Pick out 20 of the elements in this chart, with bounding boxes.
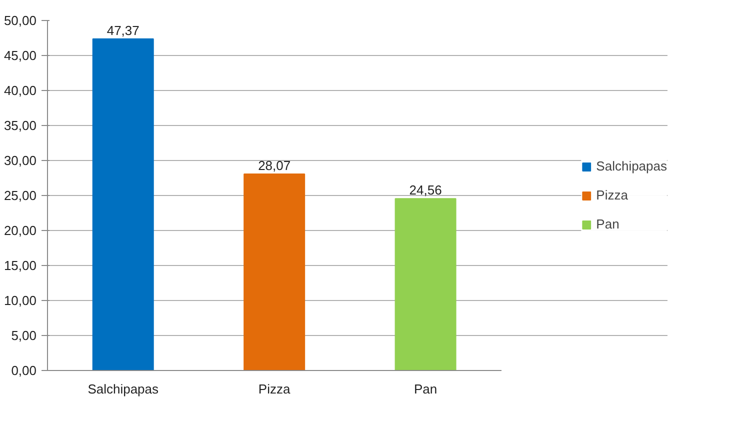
y-tick-label: 30,00 <box>4 153 37 168</box>
y-tick-label: 25,00 <box>4 188 37 203</box>
legend-label: Salchipapas <box>596 158 667 174</box>
y-tick-label: 40,00 <box>4 83 37 98</box>
y-tick-label: 5,00 <box>11 328 37 343</box>
data-label: 24,56 <box>409 182 442 198</box>
legend-label: Pizza <box>596 188 628 202</box>
y-tick-label: 20,00 <box>4 223 37 238</box>
legend-label: Pan <box>596 216 620 232</box>
y-tick-label: 50,00 <box>4 13 37 28</box>
y-tick-label: 0,00 <box>11 363 37 378</box>
x-tick-label: Salchipapas <box>88 382 160 396</box>
data-label: 47,37 <box>106 22 140 38</box>
y-tick-label: 45,00 <box>4 48 37 63</box>
x-tick-label: Pan <box>414 382 438 396</box>
x-tick-label: Pizza <box>258 382 291 396</box>
y-tick-label: 35,00 <box>4 118 37 133</box>
y-tick-label: 15,00 <box>4 258 37 273</box>
data-label: 28,07 <box>258 158 291 174</box>
y-tick-label: 10,00 <box>4 293 37 308</box>
